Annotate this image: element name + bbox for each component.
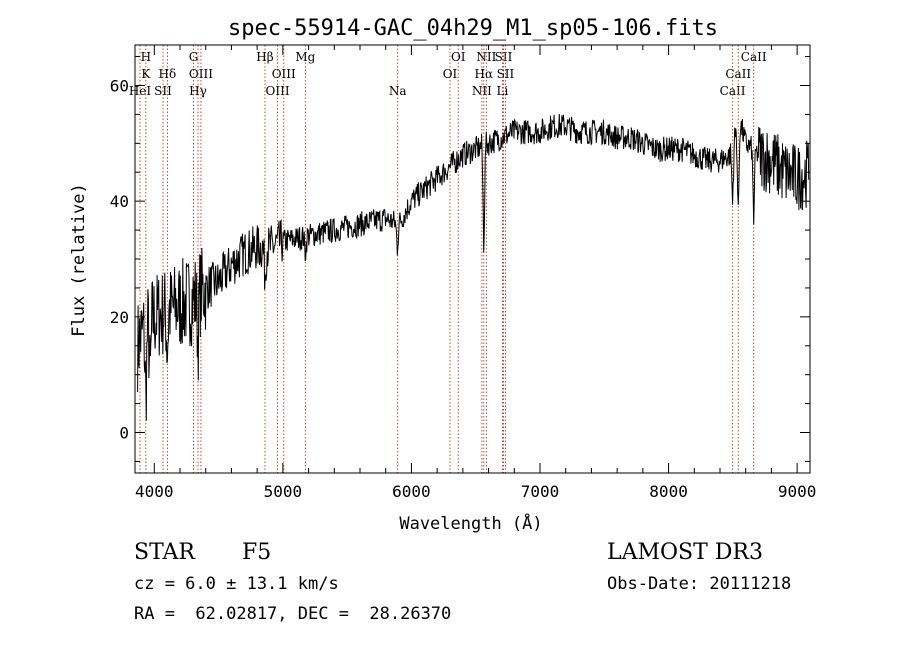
line-marker-label: Li <box>497 84 509 98</box>
x-tick-label: 5000 <box>264 482 303 501</box>
y-tick-label: 60 <box>110 76 129 95</box>
redshift-text: cz = 6.0 ± 13.1 km/s <box>134 574 339 594</box>
line-marker-label: SII <box>497 67 515 81</box>
line-marker-label: Hδ <box>159 67 177 81</box>
line-marker-label: NII <box>476 50 496 64</box>
line-marker-label: Hβ <box>256 50 273 64</box>
axis-ticks: 4000 5000 6000 7000 8000 9000 0 20 40 60 <box>110 45 817 501</box>
line-marker-label: CaII <box>720 84 746 98</box>
line-marker-label: CaII <box>741 50 767 64</box>
line-marker-label: H <box>141 50 151 64</box>
coordinates-text: RA = 62.02817, DEC = 28.26370 <box>134 604 452 624</box>
line-marker-label: SII <box>495 50 513 64</box>
line-marker-label: G <box>189 50 199 64</box>
y-axis-label: Flux (relative) <box>69 183 89 337</box>
x-tick-label: 8000 <box>649 482 688 501</box>
x-tick-label: 4000 <box>135 482 174 501</box>
obs-date-text: Obs-Date: 20111218 <box>607 574 792 594</box>
x-axis-label: Wavelength (Å) <box>399 512 542 534</box>
object-class: STAR <box>134 540 195 565</box>
y-tick-label: 20 <box>110 308 129 327</box>
survey-name: LAMOST DR3 <box>607 540 763 565</box>
line-marker-label: OIII <box>189 67 213 81</box>
line-marker-label: Hα <box>475 67 494 81</box>
line-marker-label: Hγ <box>189 84 207 98</box>
y-tick-label: 40 <box>110 192 129 211</box>
line-marker-label: NII <box>472 84 492 98</box>
x-tick-label: 6000 <box>392 482 431 501</box>
line-marker-label: HeI <box>129 84 152 98</box>
line-marker-label: OIII <box>266 84 290 98</box>
line-marker-label: OI <box>451 50 466 64</box>
line-marker-label: OIII <box>272 67 296 81</box>
spectrum-line <box>137 113 810 421</box>
x-tick-label: 9000 <box>778 482 817 501</box>
y-tick-label: 0 <box>119 424 129 443</box>
line-marker-label: Na <box>389 84 407 98</box>
line-marker-label: SII <box>154 84 172 98</box>
object-subclass: F5 <box>242 540 272 565</box>
x-tick-label: 7000 <box>521 482 560 501</box>
line-marker-label: CaII <box>725 67 751 81</box>
line-marker-label: OI <box>443 67 458 81</box>
spectrum-series <box>137 113 810 421</box>
line-marker-label: K <box>141 67 151 81</box>
line-marker-label: Mg <box>295 50 315 64</box>
chart-title: spec-55914-GAC_04h29_M1_sp05-106.fits <box>228 16 718 41</box>
